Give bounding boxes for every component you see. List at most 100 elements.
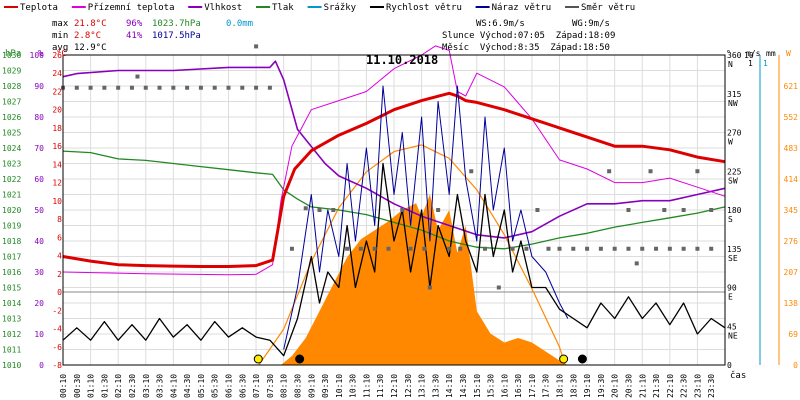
c-tick-label: 8 (57, 215, 62, 224)
wind-direction-point (226, 85, 231, 90)
dir-compass-label: SE (728, 254, 738, 263)
x-tick-label: 02:10 (114, 374, 123, 398)
x-tick-label: 15:10 (473, 374, 482, 398)
c-tick-label: 0 (57, 288, 62, 297)
x-tick-label: 16:10 (500, 374, 509, 398)
dir-tick-label: 45 (727, 322, 737, 331)
axes: hPa% °C1030102910281027102610251024102310… (2, 49, 798, 398)
wind-direction-point (303, 206, 308, 211)
ms-unit-label: m/s (746, 49, 761, 58)
wind-direction-point (212, 85, 217, 90)
x-tick-label: 01:10 (87, 374, 96, 398)
wind-direction-point (157, 85, 162, 90)
x-tick-label: 13:30 (431, 374, 440, 398)
stat-avg-temp: 12.9°C (74, 43, 107, 53)
x-tick-label: 18:30 (569, 374, 578, 398)
hpa-tick-label: 1012 (2, 330, 21, 339)
c-tick-label: 10 (52, 197, 62, 206)
wind-direction-point (447, 246, 452, 251)
hpa-tick-label: 1017 (2, 253, 21, 262)
wind-direction-point (535, 208, 540, 212)
c-tick-label: 24 (52, 69, 62, 78)
hpa-tick-label: 1020 (2, 206, 21, 215)
dir-tick-label: 225 (727, 167, 742, 176)
c-unit-label: °C (56, 49, 67, 59)
hpa-tick-label: 1028 (2, 82, 21, 91)
w-tick-label: 552 (784, 113, 799, 122)
wind-direction-point (695, 169, 700, 174)
moonset-marker (577, 354, 587, 364)
x-tick-label: 14:30 (459, 374, 468, 398)
c-tick-label: 16 (52, 142, 62, 151)
sunset-marker (559, 354, 569, 364)
x-tick-label: 04:10 (169, 374, 178, 398)
wind-direction-point (74, 85, 79, 90)
hpa-tick-label: 1025 (2, 129, 21, 138)
stat-min-hum: 41% (126, 31, 143, 41)
pct-tick-label: 80 (34, 113, 44, 122)
w-tick-label: 621 (784, 82, 799, 91)
x-tick-label: 08:10 (280, 374, 289, 398)
plot-frame (62, 54, 726, 366)
hpa-tick-label: 1023 (2, 160, 21, 169)
hpa-tick-label: 1014 (2, 299, 21, 308)
c-tick-label: -2 (52, 306, 62, 315)
chart-header: max 21.8°C 96% 1023.7hPa 0.0mm min 2.8°C… (52, 19, 746, 381)
c-tick-label: 14 (52, 160, 62, 169)
stat-max-hum: 96% (126, 19, 143, 29)
series-temperature (62, 91, 726, 268)
c-tick-label: 2 (57, 270, 62, 279)
wind-direction-point (129, 85, 134, 90)
hpa-tick-label: 1024 (2, 144, 21, 153)
wind-direction-point (317, 208, 322, 212)
x-tick-label: 17:10 (528, 374, 537, 398)
wind-direction-point (289, 246, 294, 251)
pct-tick-label: 90 (34, 82, 44, 91)
x-tick-label: 22:10 (666, 374, 675, 398)
legend-label: Směr větru (581, 3, 635, 13)
x-tick-label: 10:10 (335, 374, 344, 398)
info-wg: WG:9m/s (572, 19, 610, 29)
wind-direction-point (135, 74, 140, 79)
stat-max-rain: 0.0mm (226, 19, 253, 29)
x-tick-label: 06:30 (238, 374, 247, 398)
wind-direction-point (240, 85, 245, 90)
hpa-tick-label: 1016 (2, 268, 21, 277)
w-tick-label: 483 (784, 144, 799, 153)
pct-tick-label: 60 (34, 175, 44, 184)
info-moon: Měsíc Východ:8:35 Západ:18:50 (442, 43, 610, 53)
wind-direction-point (654, 246, 659, 251)
x-tick-label: 21:30 (652, 374, 661, 398)
pct-tick-label: 30 (34, 268, 44, 277)
wind-direction-point (607, 169, 612, 174)
hpa-tick-label: 1011 (2, 346, 21, 355)
ms-tick-top: 1 (748, 59, 753, 68)
wind-direction-point (634, 261, 639, 266)
wind-direction-point (546, 246, 551, 251)
hpa-tick-label: 1029 (2, 67, 21, 76)
wind-direction-point (198, 85, 203, 90)
x-tick-label: 19:10 (583, 374, 592, 398)
dir-compass-label: N (728, 60, 733, 69)
legend-swatch (188, 6, 203, 8)
legend-swatch (71, 6, 86, 8)
moonrise-marker (295, 354, 305, 364)
wind-direction-point (408, 246, 413, 251)
legend-label: Rychlost větru (386, 3, 462, 13)
c-tick-label: 26 (52, 51, 62, 60)
series-solar-radiation (280, 194, 568, 365)
wind-direction-point (695, 246, 700, 251)
wind-direction-point (709, 208, 714, 212)
x-tick-label: 23:10 (693, 374, 702, 398)
hpa-tick-label: 1027 (2, 98, 21, 107)
c-tick-label: 6 (57, 233, 62, 242)
mm-unit-label: mm (766, 49, 776, 58)
stat-max-temp: 21.8°C (74, 19, 107, 29)
pct-unit-label: % (38, 49, 44, 59)
hpa-tick-label: 1021 (2, 191, 21, 200)
x-tick-label: 20:10 (611, 374, 620, 398)
dir-tick-label: 180 (727, 206, 742, 215)
x-tick-label: 16:30 (514, 374, 523, 398)
stat-max-label: max (52, 19, 69, 29)
hpa-tick-label: 1022 (2, 175, 21, 184)
